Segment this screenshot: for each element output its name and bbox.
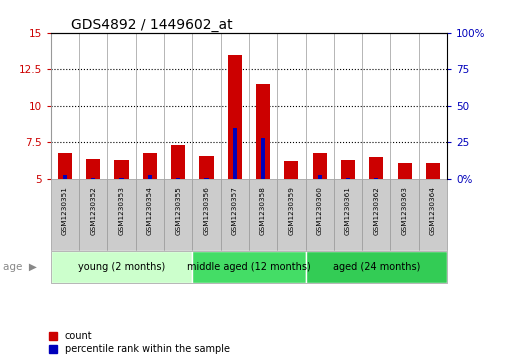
Bar — [228, 54, 242, 179]
Text: age  ▶: age ▶ — [3, 262, 37, 272]
Bar — [51, 179, 79, 250]
Bar — [346, 178, 350, 179]
Bar — [305, 250, 447, 283]
Bar — [249, 179, 277, 250]
Bar — [318, 175, 322, 179]
Legend: count, percentile rank within the sample: count, percentile rank within the sample — [46, 327, 234, 358]
Text: GSM1230356: GSM1230356 — [204, 186, 209, 235]
Text: GSM1230361: GSM1230361 — [345, 186, 351, 235]
Text: GDS4892 / 1449602_at: GDS4892 / 1449602_at — [71, 18, 232, 32]
Bar — [341, 160, 355, 179]
Bar — [391, 179, 419, 250]
Bar — [143, 153, 157, 179]
Bar — [51, 250, 193, 283]
Text: GSM1230360: GSM1230360 — [316, 186, 323, 235]
Text: GSM1230351: GSM1230351 — [62, 186, 68, 235]
Text: young (2 months): young (2 months) — [78, 262, 165, 272]
Bar — [369, 157, 384, 179]
Text: GSM1230362: GSM1230362 — [373, 186, 379, 235]
Bar — [114, 160, 129, 179]
Text: GSM1230357: GSM1230357 — [232, 186, 238, 235]
Text: GSM1230355: GSM1230355 — [175, 186, 181, 235]
Text: GSM1230359: GSM1230359 — [289, 186, 294, 235]
Bar — [193, 250, 305, 283]
Bar — [136, 179, 164, 250]
Bar — [312, 153, 327, 179]
Bar — [419, 179, 447, 250]
Bar — [261, 138, 265, 179]
Bar — [171, 146, 185, 179]
Bar — [63, 175, 67, 179]
Bar — [284, 162, 299, 179]
Bar — [220, 179, 249, 250]
Bar — [277, 179, 305, 250]
Bar — [233, 128, 237, 179]
Bar — [256, 84, 270, 179]
Bar — [79, 179, 107, 250]
Text: GSM1230354: GSM1230354 — [147, 186, 153, 235]
Bar — [119, 178, 123, 179]
Text: aged (24 months): aged (24 months) — [333, 262, 420, 272]
Bar — [176, 178, 180, 179]
Bar — [397, 163, 411, 179]
Text: GSM1230352: GSM1230352 — [90, 186, 96, 235]
Bar — [164, 179, 193, 250]
Bar — [362, 179, 391, 250]
Bar — [58, 153, 72, 179]
Text: GSM1230353: GSM1230353 — [118, 186, 124, 235]
Bar — [374, 178, 378, 179]
Bar — [107, 179, 136, 250]
Text: middle aged (12 months): middle aged (12 months) — [187, 262, 311, 272]
Bar — [334, 179, 362, 250]
Bar — [148, 175, 152, 179]
Bar — [204, 178, 209, 179]
Bar — [426, 163, 440, 179]
Text: GSM1230358: GSM1230358 — [260, 186, 266, 235]
Bar — [193, 179, 220, 250]
Text: GSM1230363: GSM1230363 — [402, 186, 407, 235]
Bar — [199, 156, 213, 179]
Bar — [91, 178, 96, 179]
Bar — [305, 179, 334, 250]
Bar — [86, 159, 101, 179]
Text: GSM1230364: GSM1230364 — [430, 186, 436, 235]
